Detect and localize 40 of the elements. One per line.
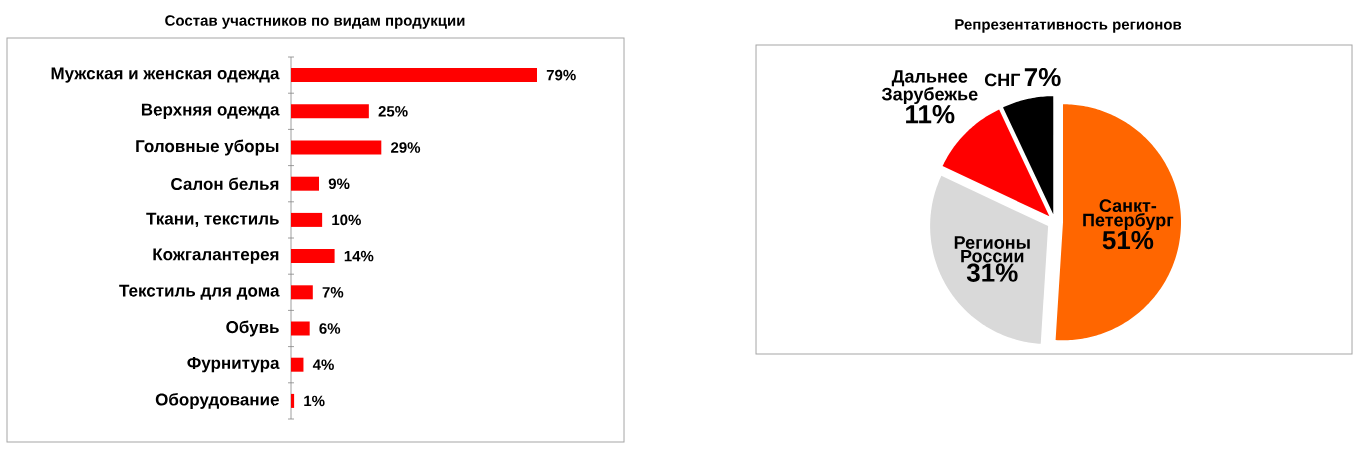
y-tick-label: Салон белья xyxy=(171,177,279,191)
bar xyxy=(291,140,382,155)
y-tick-label: Ткани, текстиль xyxy=(146,212,279,228)
data-label: 31% xyxy=(966,263,1018,282)
chart-title: Репрезентативность регионов xyxy=(955,19,1182,33)
data-label: 7% xyxy=(322,287,344,298)
slice-label: Санкт-Петербург xyxy=(1083,199,1174,230)
data-label: 79% xyxy=(546,69,576,81)
data-label: 29% xyxy=(391,142,421,153)
slice-label: Регионы России xyxy=(954,236,1030,263)
bar xyxy=(291,104,369,119)
y-tick-label: Верхняя одежда xyxy=(141,103,280,119)
data-label: 11% xyxy=(906,105,955,124)
y-tick-label: Обувь xyxy=(226,320,279,337)
y-tick-label: Головные уборы xyxy=(136,139,279,156)
data-label: 7% xyxy=(1024,68,1061,87)
y-tick-label: Оборудование xyxy=(155,392,279,409)
data-label: 14% xyxy=(344,250,374,262)
data-label: 9% xyxy=(328,178,350,190)
data-label: 1% xyxy=(304,395,325,407)
bar xyxy=(291,68,537,83)
bar xyxy=(291,249,335,264)
y-tick-label: Фурнитура xyxy=(187,357,280,373)
data-label: 51% xyxy=(1102,230,1154,250)
bar xyxy=(291,285,313,300)
chart-title: Состав участников по видам продукции xyxy=(165,15,465,29)
bar xyxy=(291,357,304,372)
data-label: 25% xyxy=(378,105,408,117)
slice-label: Дальнее Зарубежье xyxy=(881,70,978,105)
bar xyxy=(291,212,323,227)
bar xyxy=(291,321,310,336)
slice-label: СНГ xyxy=(984,73,1021,87)
data-label: 4% xyxy=(312,359,334,370)
y-tick-label: Текстиль для дома xyxy=(119,284,280,300)
y-tick-label: Мужская и женская одежда xyxy=(51,67,280,83)
data-label: 10% xyxy=(332,214,361,226)
data-label: 6% xyxy=(319,323,341,334)
bar xyxy=(291,176,320,191)
bar xyxy=(291,393,295,408)
y-tick-label: Кожгалантерея xyxy=(153,248,279,264)
